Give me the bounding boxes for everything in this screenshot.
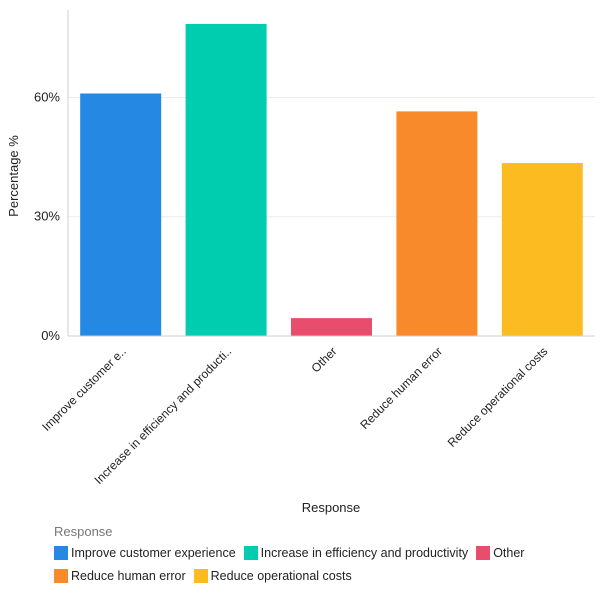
x-tick-label: Reduce human error — [357, 344, 445, 432]
bar — [185, 23, 267, 336]
bar — [291, 318, 372, 336]
legend-label: Other — [493, 545, 525, 560]
legend: Response Improve customer experience Incr… — [54, 524, 594, 584]
bar — [396, 111, 478, 336]
bars — [80, 23, 583, 336]
bar — [80, 93, 162, 336]
legend-label: Improve customer experience — [71, 545, 236, 560]
legend-swatch — [54, 545, 68, 560]
legend-label: Reduce human error — [71, 568, 186, 583]
bar — [501, 163, 583, 336]
legend-label: Reduce operational costs — [210, 568, 352, 583]
legend-item: Reduce operational costs — [193, 567, 352, 584]
x-tick-label: Reduce operational costs — [445, 344, 551, 450]
bar-chart: 0% 30% 60% Improve customer e..Increase in… — [6, 10, 595, 515]
x-axis-ticks: Improve customer e..Increase in efficien… — [39, 344, 550, 487]
legend-items: Improve customer experience Increase in e… — [54, 544, 574, 584]
legend-title: Response — [54, 524, 113, 539]
legend-item: Reduce human error — [54, 567, 186, 584]
y-tick-label: 30% — [34, 209, 60, 224]
legend-label: Increase in efficiency and productivity — [260, 545, 469, 560]
y-tick-label: 60% — [34, 89, 60, 104]
x-axis-title: Response — [302, 500, 361, 515]
legend-swatch — [476, 545, 491, 560]
legend-swatch — [193, 568, 208, 583]
y-axis-ticks: 0% 30% 60% — [34, 89, 60, 343]
legend-swatch — [54, 568, 68, 583]
legend-item: Increase in efficiency and productivity — [243, 544, 469, 561]
x-tick-label: Improve customer e.. — [39, 344, 129, 434]
y-axis-title: Percentage % — [6, 135, 21, 217]
legend-item: Improve customer experience — [54, 544, 236, 561]
legend-item: Other — [476, 544, 524, 561]
legend-swatch — [243, 545, 258, 560]
x-tick-label: Other — [308, 344, 339, 375]
y-tick-label: 0% — [41, 328, 60, 343]
